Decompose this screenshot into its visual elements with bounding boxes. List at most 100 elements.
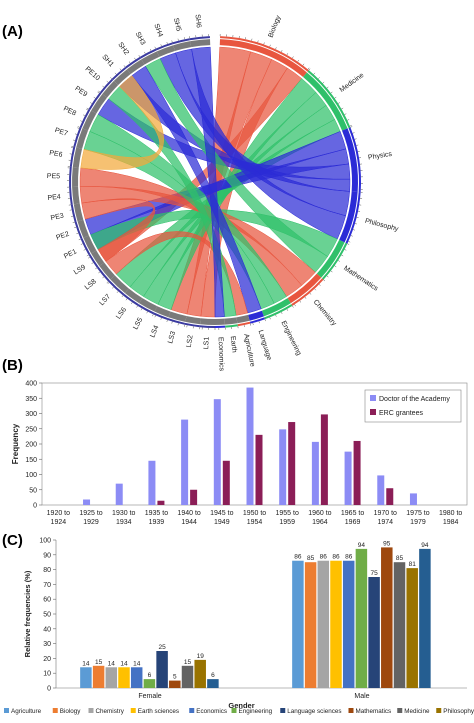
chord-node-arc-LS4 — [154, 306, 171, 318]
chord-node-label: Engineering — [279, 320, 302, 357]
chord-tick — [286, 308, 289, 311]
chord-node-arc-LS9 — [91, 250, 105, 267]
x-tick-label: 1969 — [345, 519, 361, 526]
chord-node-outer-Language — [249, 317, 265, 324]
bar-philosophy — [194, 659, 206, 688]
bar-erc-grantees — [353, 440, 361, 505]
bar-engineering — [143, 679, 156, 688]
chord-tick — [98, 271, 101, 274]
chord-node-arc-Philosophy — [339, 191, 358, 243]
chord-tick — [313, 72, 316, 75]
y-axis-title: Frequency — [11, 423, 20, 464]
legend-swatch — [280, 708, 286, 713]
legend-swatch — [88, 708, 94, 713]
chord-tick — [72, 222, 75, 224]
chord-tick — [292, 305, 294, 308]
chord-tick — [322, 81, 325, 84]
chord-tick — [344, 113, 347, 115]
y-tick-label: 80 — [43, 567, 51, 574]
chord-tick — [77, 127, 80, 129]
chord-node-arc-SH3 — [141, 51, 160, 65]
chord-node-outer-Earth — [225, 324, 238, 328]
chord-tick — [144, 51, 146, 54]
chord-tick — [269, 317, 271, 320]
chord-node-outer-Agriculture — [237, 321, 251, 327]
chord-tick — [93, 96, 96, 99]
chord-node-arc-Economics — [215, 318, 225, 325]
x-tick-label: 1974 — [377, 519, 393, 526]
chord-node-arc-Language — [248, 310, 264, 321]
chord-tick — [91, 262, 94, 264]
x-tick-label: 1930 to — [112, 510, 135, 517]
chord-node-arc-Agriculture — [236, 314, 250, 324]
chord-node-arc-LS7 — [110, 275, 129, 294]
y-tick-label: 0 — [47, 686, 51, 693]
chord-node-arc-LS6 — [125, 288, 143, 304]
chord-tick — [76, 232, 79, 235]
chord-tick — [275, 314, 277, 317]
y-tick-label: 30 — [43, 641, 51, 648]
chord-node-outer-PE8 — [79, 109, 91, 129]
chord-node-label: PE1 — [63, 248, 78, 260]
chord-tick — [116, 291, 119, 294]
bar-earth-sciences — [330, 560, 342, 688]
chord-tick — [134, 57, 136, 60]
legend-swatch — [130, 708, 136, 713]
legend-label: Medicine — [404, 708, 430, 715]
chord-node-arc-SH2 — [126, 59, 145, 75]
x-tick-label: 1959 — [279, 519, 295, 526]
x-tick-label: 1979 — [410, 519, 426, 526]
chord-node-outer-LS2 — [184, 322, 200, 328]
chord-node-outer-PE2 — [74, 221, 83, 240]
panel-a-label: (A) — [2, 23, 23, 40]
chord-node-arc-PE2 — [77, 219, 89, 238]
chord-tick — [275, 47, 277, 50]
chord-node-outer-SH3 — [139, 48, 157, 59]
chord-node-label: PE3 — [50, 212, 65, 222]
chord-tick — [166, 41, 168, 45]
chord-tick — [308, 68, 311, 71]
chord-node-outer-SH5 — [172, 38, 190, 45]
data-label: 6 — [148, 672, 152, 679]
bar-economics — [130, 667, 143, 688]
chord-node-arc-PE4 — [72, 186, 80, 205]
x-tick-label: 1940 to — [177, 510, 200, 517]
chord-tick — [294, 304, 296, 307]
bar-language-sciences — [156, 651, 168, 688]
bar-doctor-of-the-academy — [409, 493, 417, 505]
legend-label: ERC grantees — [379, 410, 423, 417]
chord-node-arc-PE3 — [73, 203, 84, 222]
chord-tick — [307, 67, 310, 70]
bar-earth-sciences — [118, 667, 130, 688]
chord-tick — [269, 44, 271, 47]
x-tick-label: 1944 — [181, 519, 197, 526]
birth-year-bar-chart: 0 50 100 150 200 250 300 350 400 Frequency 1920 to… — [11, 381, 468, 526]
data-label: 85 — [307, 555, 315, 562]
chord-tick — [286, 53, 289, 56]
chord-node-arc-Engineering — [261, 298, 291, 317]
chord-tick — [344, 249, 347, 251]
chord-node-arc-SH6 — [190, 39, 211, 48]
chord-tick — [281, 50, 283, 53]
chord-node-arc-Mathematics — [316, 239, 345, 278]
x-tick-label: 1970 to — [374, 510, 397, 517]
chord-node-label: LS3 — [167, 330, 177, 344]
chord-tick — [83, 249, 86, 251]
chord-node-arc-PE1 — [83, 235, 97, 254]
y-tick-label: 350 — [25, 396, 37, 403]
x-tick-label: 1935 to — [145, 510, 168, 517]
x-tick-label: 1960 to — [308, 510, 331, 517]
chord-node-outer-SH1 — [111, 66, 127, 81]
chord-tick — [136, 305, 138, 308]
bar-doctor-of-the-academy — [213, 399, 221, 505]
chord-node-outer-PE3 — [70, 204, 77, 223]
chord-node-outer-LS3 — [167, 318, 186, 325]
chord-tick — [350, 235, 353, 237]
bar-doctor-of-the-academy — [181, 419, 189, 505]
chord-ribbon-Economics-SH6 — [191, 46, 225, 318]
legend-label: Language sciences — [287, 708, 341, 715]
chord-tick — [140, 308, 143, 311]
chord-tick — [83, 114, 86, 116]
chord-tick — [166, 319, 168, 323]
chord-tick — [304, 296, 307, 299]
